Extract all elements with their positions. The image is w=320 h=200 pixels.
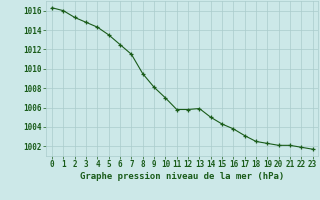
X-axis label: Graphe pression niveau de la mer (hPa): Graphe pression niveau de la mer (hPa) [80,172,284,181]
